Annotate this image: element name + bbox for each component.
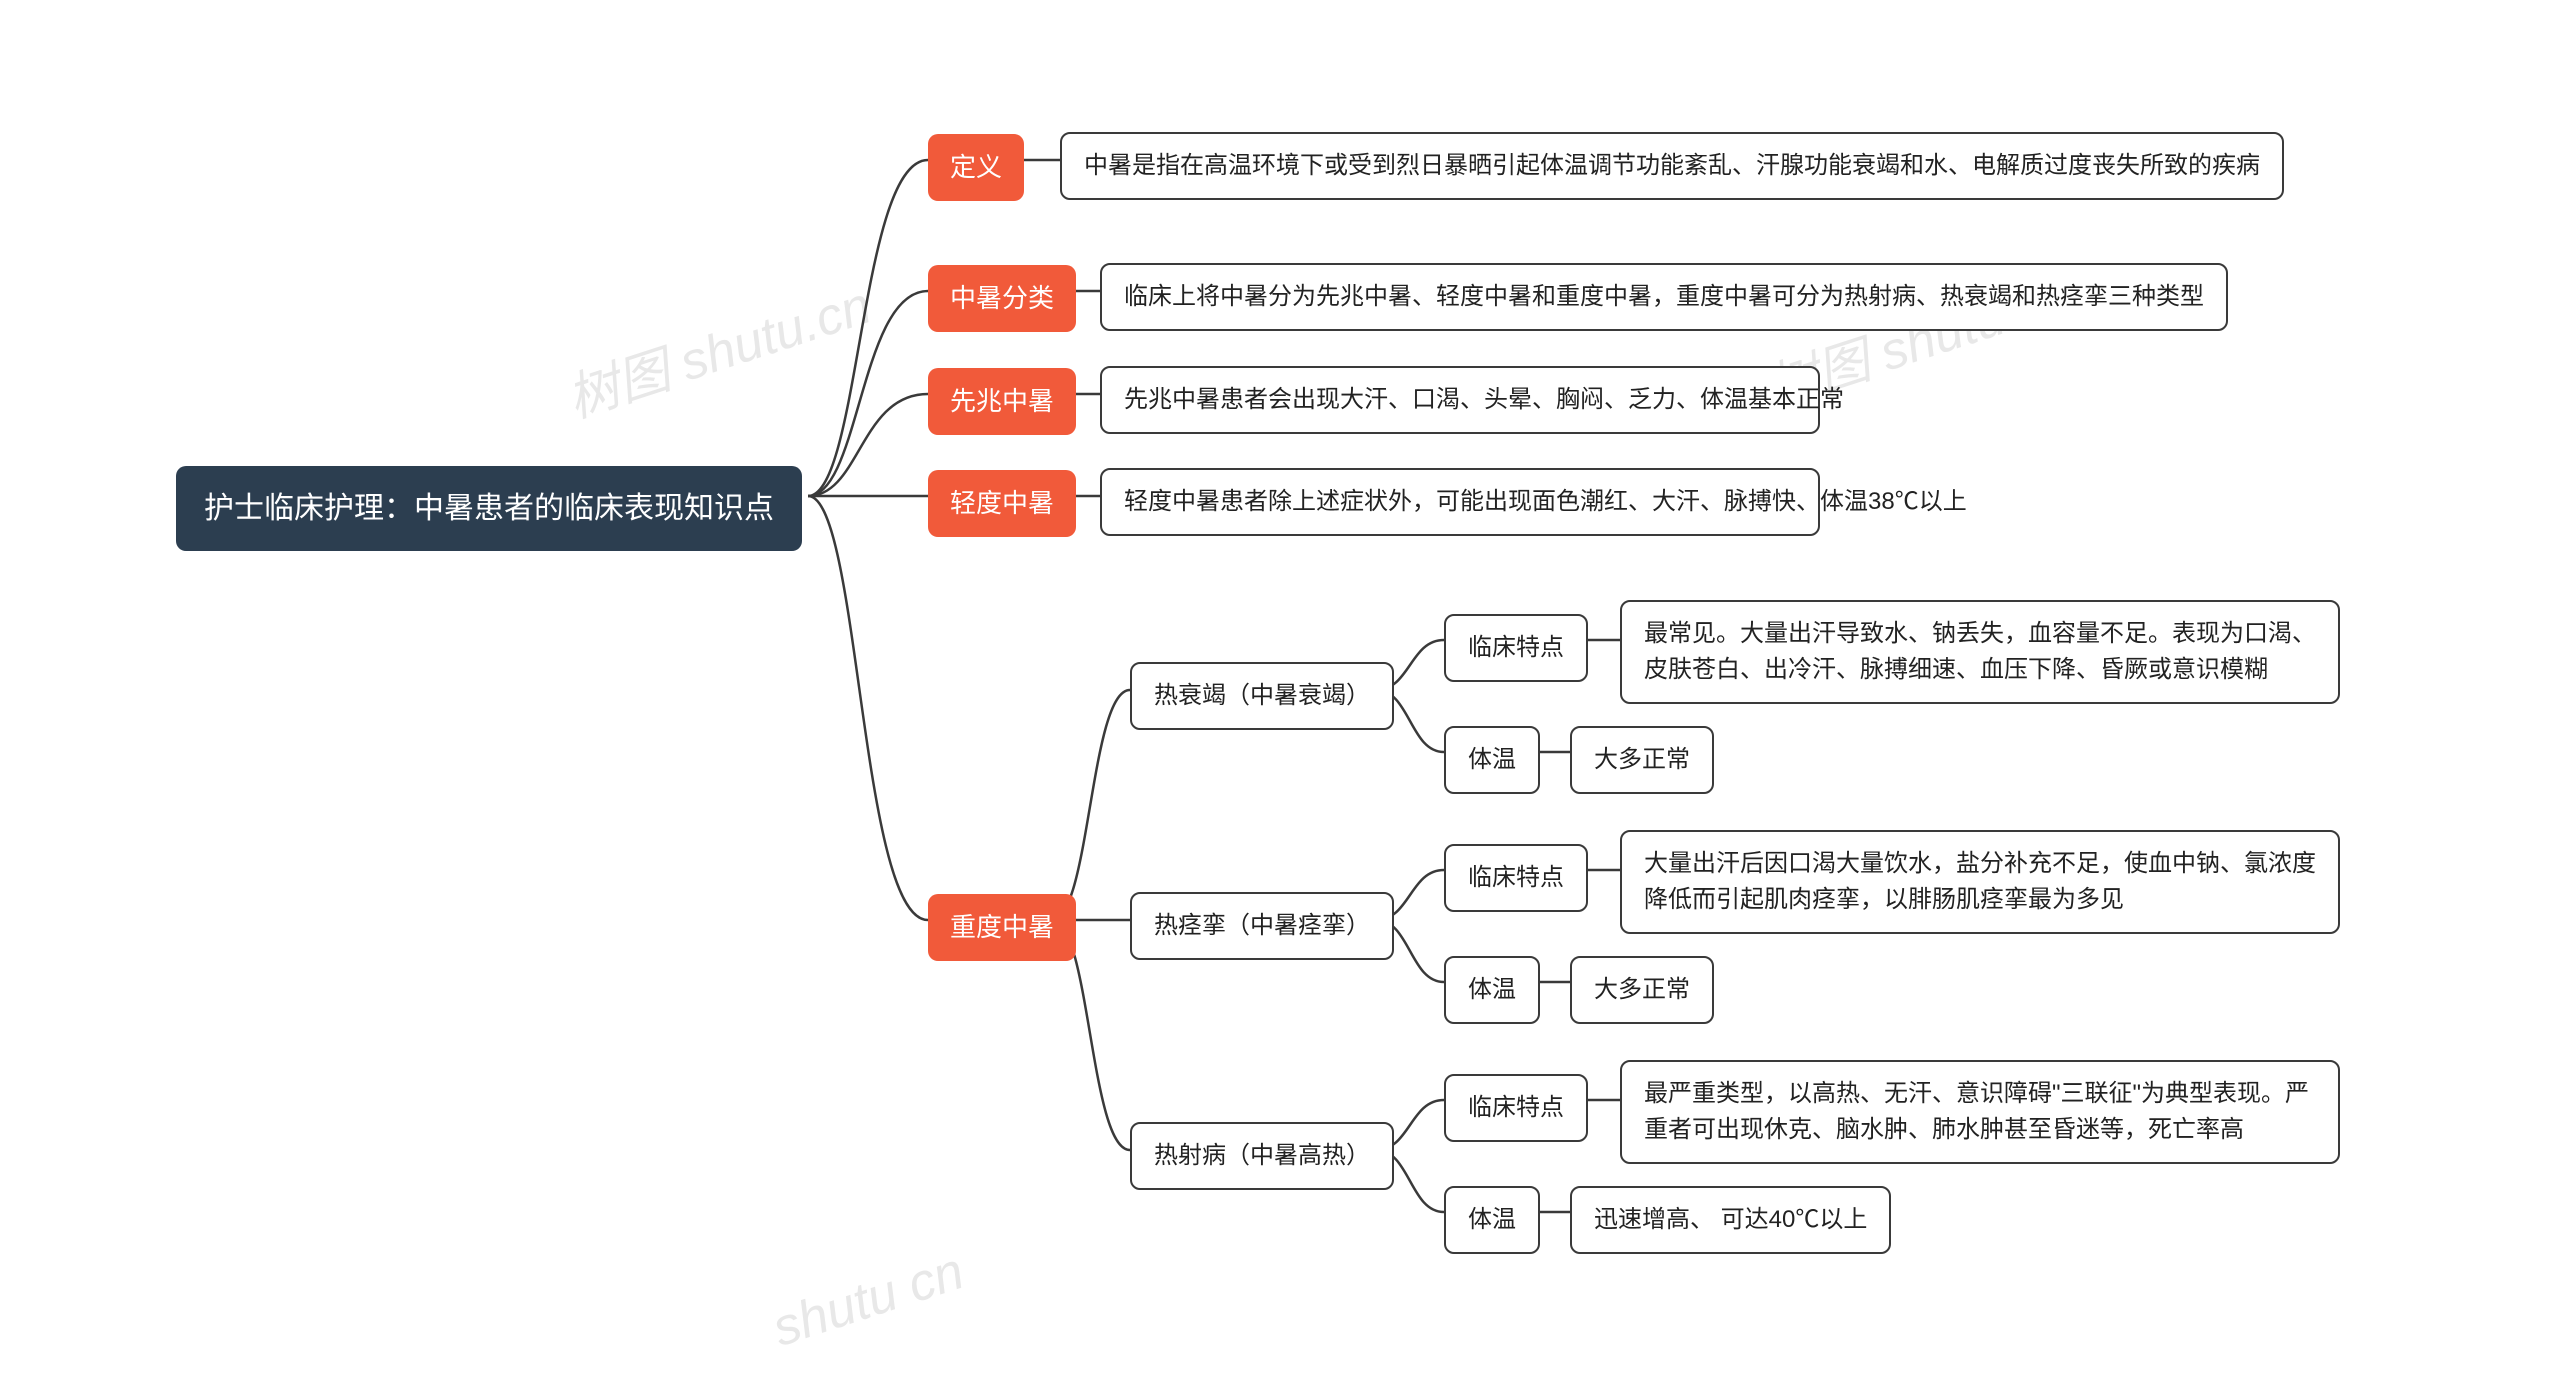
heat-stroke-feature-label: 临床特点 <box>1444 1074 1588 1142</box>
type-heat-cramp[interactable]: 热痉挛（中暑痉挛） <box>1130 892 1394 960</box>
definition-detail: 中暑是指在高温环境下或受到烈日暴晒引起体温调节功能紊乱、汗腺功能衰竭和水、电解质… <box>1060 132 2284 200</box>
heat-stroke-temp: 迅速增高、 可达40℃以上 <box>1570 1186 1891 1254</box>
heat-cramp-feature-label: 临床特点 <box>1444 844 1588 912</box>
branch-premonitory[interactable]: 先兆中暑 <box>928 368 1076 435</box>
heat-exhaustion-feature: 最常见。大量出汗导致水、钠丢失，血容量不足。表现为口渴、皮肤苍白、出冷汗、脉搏细… <box>1620 600 2340 704</box>
heat-stroke-feature: 最严重类型，以高热、无汗、意识障碍"三联征"为典型表现。严重者可出现休克、脑水肿… <box>1620 1060 2340 1164</box>
heat-cramp-temp-label: 体温 <box>1444 956 1540 1024</box>
branch-severe[interactable]: 重度中暑 <box>928 894 1076 961</box>
mild-detail: 轻度中暑患者除上述症状外，可能出现面色潮红、大汗、脉搏快、体温38℃以上 <box>1100 468 1820 536</box>
heat-exhaustion-feature-label: 临床特点 <box>1444 614 1588 682</box>
branch-definition[interactable]: 定义 <box>928 134 1024 201</box>
heat-stroke-temp-label: 体温 <box>1444 1186 1540 1254</box>
heat-exhaustion-temp: 大多正常 <box>1570 726 1714 794</box>
type-heat-exhaustion[interactable]: 热衰竭（中暑衰竭） <box>1130 662 1394 730</box>
heat-cramp-feature: 大量出汗后因口渴大量饮水，盐分补充不足，使血中钠、氯浓度降低而引起肌肉痉挛，以腓… <box>1620 830 2340 934</box>
heat-exhaustion-temp-label: 体温 <box>1444 726 1540 794</box>
root-node[interactable]: 护士临床护理：中暑患者的临床表现知识点 <box>176 466 802 551</box>
branch-classification[interactable]: 中暑分类 <box>928 265 1076 332</box>
heat-cramp-temp: 大多正常 <box>1570 956 1714 1024</box>
branch-mild[interactable]: 轻度中暑 <box>928 470 1076 537</box>
mindmap-canvas: 护士临床护理：中暑患者的临床表现知识点 定义 中暑是指在高温环境下或受到烈日暴晒… <box>0 0 2560 1378</box>
premonitory-detail: 先兆中暑患者会出现大汗、口渴、头晕、胸闷、乏力、体温基本正常 <box>1100 366 1820 434</box>
classification-detail: 临床上将中暑分为先兆中暑、轻度中暑和重度中暑，重度中暑可分为热射病、热衰竭和热痉… <box>1100 263 2228 331</box>
type-heat-stroke[interactable]: 热射病（中暑高热） <box>1130 1122 1394 1190</box>
